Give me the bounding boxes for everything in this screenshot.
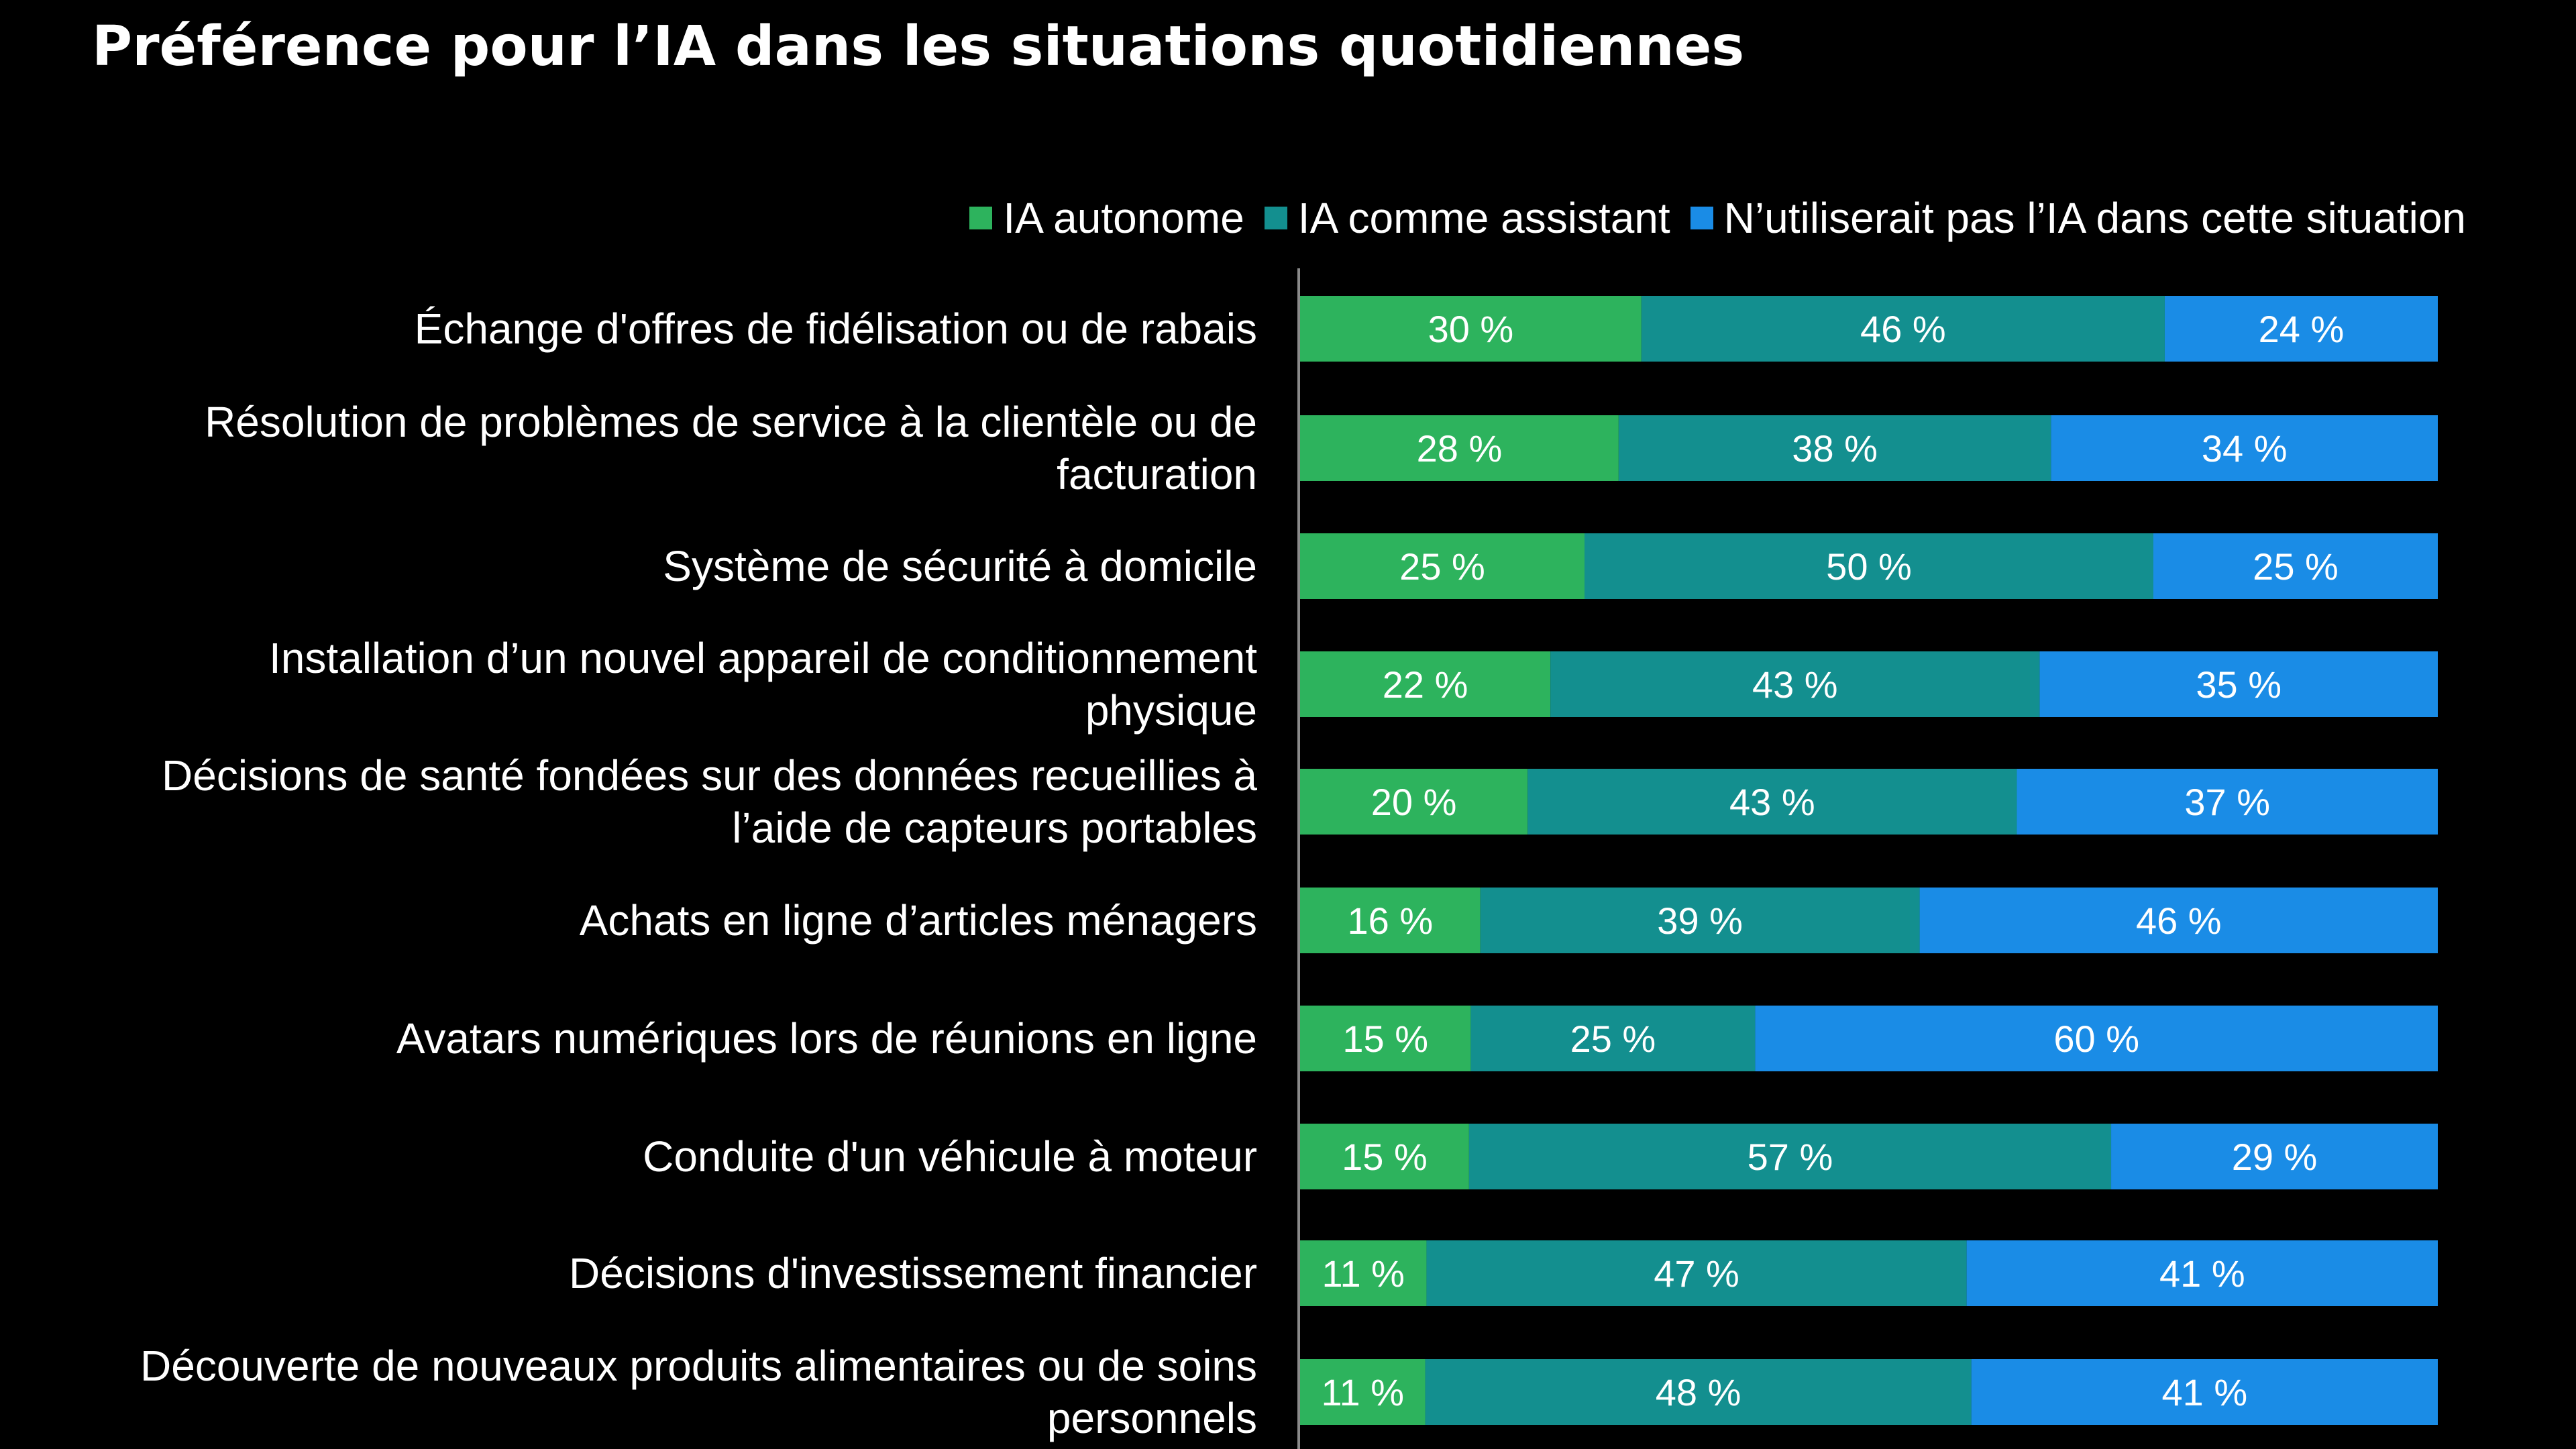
bar-segment: [2051, 415, 2438, 481]
data-label: 57 %: [1748, 1136, 1833, 1178]
data-label: 25 %: [1570, 1018, 1656, 1060]
data-label: 35 %: [2196, 663, 2282, 706]
bar-segment: [1470, 1006, 1756, 1071]
data-label: 50 %: [1826, 545, 1912, 588]
data-label: 60 %: [2053, 1018, 2139, 1060]
bar-segment: [1641, 296, 2165, 362]
legend-item-ia-assistant: IA comme assistant: [1264, 188, 1670, 248]
bar-segment: [2111, 1124, 2438, 1189]
bar-segment: [1755, 1006, 2438, 1071]
bar-segment: [1425, 1359, 1972, 1425]
data-label: 41 %: [2161, 1371, 2247, 1413]
bar-segment: [1300, 888, 1481, 953]
data-label: 25 %: [1399, 545, 1485, 588]
category-label: Résolution de problèmes de service à la …: [205, 398, 1257, 498]
data-label: 41 %: [2159, 1252, 2245, 1295]
data-label: 47 %: [1654, 1252, 1739, 1295]
bar-segment: [1300, 533, 1585, 599]
bar-segment: [1300, 1359, 1426, 1425]
data-label: 38 %: [1792, 427, 1878, 470]
bar-segment: [1550, 651, 2040, 717]
bar-segment: [1300, 1124, 1469, 1189]
category-label: Installation d’un nouvel appareil de con…: [269, 634, 1257, 735]
data-label: 39 %: [1657, 900, 1743, 942]
data-label: 28 %: [1417, 427, 1503, 470]
data-label: 11 %: [1322, 1371, 1404, 1413]
category-label: Conduite d'un véhicule à moteur: [643, 1132, 1257, 1181]
bar-segment: [2153, 533, 2438, 599]
legend-label-ia-assistant: IA comme assistant: [1297, 194, 1670, 242]
data-label: 34 %: [2202, 427, 2288, 470]
data-label: 43 %: [1752, 663, 1838, 706]
bar-segment: [1300, 1006, 1471, 1071]
legend-label-no-ia: N’utiliserait pas l’IA dans cette situat…: [1723, 194, 2466, 242]
category-label: Système de sécurité à domicile: [663, 542, 1257, 590]
legend-swatch-ia-assistant: [1264, 207, 1287, 229]
legend-label-ia-autonome: IA autonome: [1003, 194, 1244, 242]
data-label: 22 %: [1383, 663, 1468, 706]
data-label: 16 %: [1348, 900, 1434, 942]
bar-segment: [1300, 296, 1642, 362]
data-label: 24 %: [2259, 308, 2345, 350]
bar-segment: [1300, 769, 1528, 835]
category-label: Achats en ligne d’articles ménagers: [580, 896, 1257, 945]
bar-segment: [2164, 296, 2438, 362]
bar-segment: [1300, 651, 1551, 717]
bar-segment: [1966, 1240, 2438, 1306]
category-label: Échange d'offres de fidélisation ou de r…: [415, 305, 1257, 353]
category-label: Avatars numériques lors de réunions en l…: [396, 1014, 1257, 1063]
data-label: 15 %: [1342, 1018, 1428, 1060]
data-label: 15 %: [1342, 1136, 1428, 1178]
category-label: Décisions de santé fondées sur des donné…: [162, 751, 1257, 852]
data-label: 37 %: [2184, 781, 2270, 823]
legend-item-no-ia: N’utiliserait pas l’IA dans cette situat…: [1690, 188, 2466, 248]
bar-segment: [1300, 415, 1619, 481]
data-label: 29 %: [2232, 1136, 2318, 1178]
data-label: 48 %: [1656, 1371, 1741, 1413]
category-label: Décisions d'investissement financier: [569, 1249, 1257, 1297]
data-label: 25 %: [2253, 545, 2339, 588]
legend: IA autonome IA comme assistant N’utilise…: [949, 188, 2466, 248]
bar-segment: [1480, 888, 1920, 953]
bar-segment: [1300, 1240, 1427, 1306]
bar-segment: [1426, 1240, 1967, 1306]
bar-segment: [1618, 415, 2051, 481]
data-label: 46 %: [2136, 900, 2222, 942]
bar-segment: [1585, 533, 2153, 599]
category-label: Découverte de nouveaux produits alimenta…: [140, 1342, 1257, 1442]
bar-segment: [1527, 769, 2017, 835]
bar-segment: [2017, 769, 2438, 835]
bar-segment: [1971, 1359, 2438, 1425]
bar-segment: [1468, 1124, 2112, 1189]
bar-segment: [1919, 888, 2438, 953]
data-label: 30 %: [1428, 308, 1514, 350]
data-label: 46 %: [1860, 308, 1946, 350]
legend-item-ia-autonome: IA autonome: [969, 188, 1244, 248]
data-label: 20 %: [1371, 781, 1457, 823]
data-label: 43 %: [1729, 781, 1815, 823]
data-label: 11 %: [1322, 1252, 1404, 1295]
chart-title: Préférence pour l’IA dans les situations…: [92, 15, 1745, 78]
bar-segment: [2039, 651, 2438, 717]
legend-swatch-no-ia: [1690, 207, 1713, 229]
legend-swatch-ia-autonome: [969, 207, 993, 229]
